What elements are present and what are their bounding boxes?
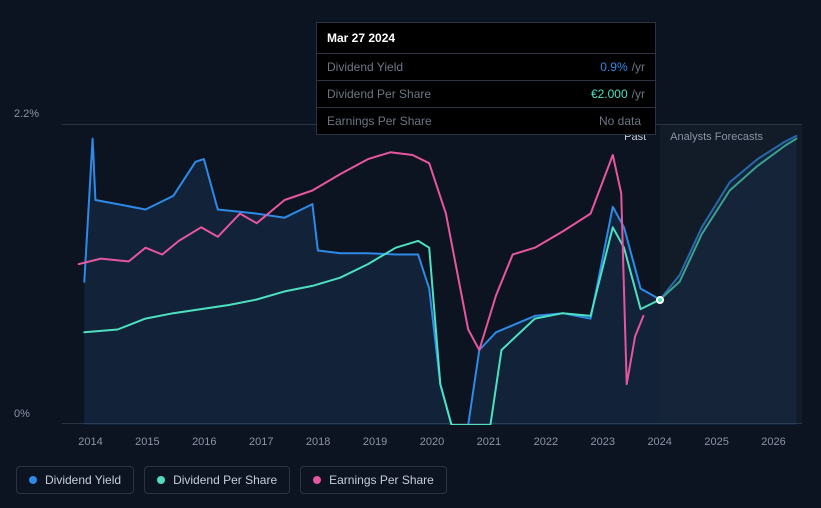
x-tick: 2022	[517, 436, 574, 448]
legend-item[interactable]: Earnings Per Share	[300, 466, 447, 494]
x-tick: 2026	[745, 436, 802, 448]
x-tick: 2021	[460, 436, 517, 448]
tooltip-row-suffix: /yr	[632, 60, 645, 74]
tooltip-row: Earnings Per ShareNo data	[317, 108, 655, 134]
legend-label: Earnings Per Share	[329, 473, 434, 487]
x-tick: 2015	[119, 436, 176, 448]
x-axis: 2014201520162017201820192020202120222023…	[62, 436, 802, 448]
tooltip-row-value: 0.9%	[600, 60, 627, 74]
tooltip-row-label: Dividend Yield	[327, 60, 600, 74]
x-tick: 2024	[631, 436, 688, 448]
tooltip-row-label: Earnings Per Share	[327, 114, 599, 128]
x-tick: 2025	[688, 436, 745, 448]
x-tick: 2014	[62, 436, 119, 448]
tooltip-date: Mar 27 2024	[317, 23, 655, 54]
forecast-label: Analysts Forecasts	[670, 131, 763, 143]
y-tick-min: 0%	[14, 408, 30, 420]
legend-label: Dividend Yield	[45, 473, 121, 487]
tooltip-row: Dividend Per Share€2.000/yr	[317, 81, 655, 108]
x-tick: 2016	[176, 436, 233, 448]
x-tick: 2023	[574, 436, 631, 448]
legend-label: Dividend Per Share	[173, 473, 277, 487]
current-marker	[656, 296, 664, 304]
tooltip-row-value: No data	[599, 114, 641, 128]
legend-dot-icon	[313, 476, 321, 484]
hover-tooltip: Mar 27 2024 Dividend Yield0.9%/yrDividen…	[316, 22, 656, 135]
legend-dot-icon	[29, 476, 37, 484]
plot-area[interactable]: Past Analysts Forecasts	[62, 124, 802, 424]
x-tick: 2017	[233, 436, 290, 448]
x-tick: 2018	[290, 436, 347, 448]
tooltip-row: Dividend Yield0.9% /yr	[317, 54, 655, 81]
x-tick: 2019	[347, 436, 404, 448]
y-tick-max: 2.2%	[14, 108, 39, 120]
legend: Dividend Yield Dividend Per Share Earnings…	[16, 466, 447, 494]
legend-item[interactable]: Dividend Yield	[16, 466, 134, 494]
tooltip-row-label: Dividend Per Share	[327, 87, 591, 101]
legend-dot-icon	[157, 476, 165, 484]
tooltip-row-suffix: /yr	[632, 87, 645, 101]
forecast-region: Past Analysts Forecasts	[660, 125, 802, 423]
tooltip-row-value: €2.000	[591, 87, 628, 101]
x-tick: 2020	[404, 436, 461, 448]
legend-item[interactable]: Dividend Per Share	[144, 466, 290, 494]
chart-container: 2.2% 0% Past Analysts Forecasts 20142015…	[14, 108, 804, 448]
